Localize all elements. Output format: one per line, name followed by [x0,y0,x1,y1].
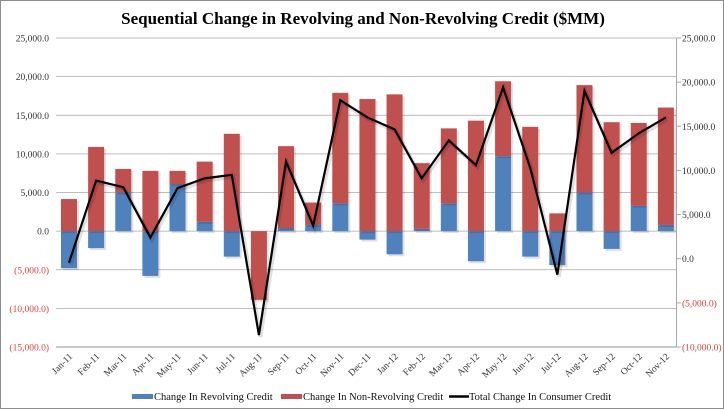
x-tick-label: Jun-11 [186,352,211,377]
y-left-tick-label: 0.0 [37,228,49,238]
x-tick-label: Jun-12 [511,352,537,378]
x-tick-label: Sep-12 [592,352,618,378]
bar-shadow [416,231,432,233]
x-tick-label: Aug-11 [238,352,266,380]
chart-title: Sequential Change in Revolving and Non-R… [121,9,605,28]
bar-revolving [387,231,403,254]
y-left-tick-label: (10,000.0) [9,304,49,315]
y-axis-right: 25,000.0 20,000.0 15,000.0 10,000.0 5,000.0 0… [676,35,722,354]
x-tick-label: Aug-12 [563,352,591,380]
bar-revolving [468,231,484,261]
y-axis-left: 25,000.0 20,000.0 15,000.0 10,000.0 5,000.0 0… [9,35,49,354]
bar-revolving [522,231,538,256]
x-tick-label: Oct-11 [294,352,320,378]
bar-non-revolving [170,171,186,184]
bar-revolving [631,206,647,231]
bar-revolving [224,231,240,256]
x-tick-label: Jan-11 [50,352,75,377]
y-left-tick-label: 20,000.0 [16,73,50,83]
y-right-tick-label: 25,000.0 [682,35,716,45]
x-tick-label: Oct-12 [619,352,645,378]
bar-non-revolving [197,162,213,222]
x-tick-label: Mar-11 [103,352,130,379]
legend-swatch-non-revolving [281,394,302,399]
y-right-tick-label: 5,000.0 [682,211,711,221]
x-tick-label: Sep-11 [266,352,292,378]
bar-non-revolving [61,199,77,231]
y-right-tick-label: (10,000.0) [682,343,722,354]
bar-non-revolving [142,171,158,231]
bar-non-revolving [224,134,240,231]
x-tick-label: Jul-11 [214,352,238,376]
x-tick-label: Jan-12 [376,352,401,377]
x-tick-label: Feb-11 [76,352,102,378]
legend-label-non-revolving: Change In Non-Revolving Credit [303,392,443,403]
x-tick-label: Dec-11 [347,352,374,379]
legend: Change In Revolving Credit Change In Non… [132,392,611,403]
bar-revolving [604,231,620,249]
x-tick-label: May-11 [156,352,184,380]
legend-label-total: Total Change In Consumer Credit [469,392,611,403]
legend-swatch-revolving [132,394,153,399]
bar-revolving [88,231,104,248]
x-tick-label: Nov-11 [319,352,347,380]
y-right-tick-label: 0.0 [682,255,694,265]
bar-revolving [495,156,511,231]
x-tick-label: Jul-12 [540,352,564,376]
y-right-tick-label: 20,000.0 [682,79,716,89]
bar-non-revolving [468,121,484,231]
x-tick-label: May-12 [481,352,510,381]
y-left-tick-label: 10,000.0 [16,150,50,160]
y-right-tick-label: (5,000.0) [682,298,717,309]
x-tick-label: Nov-12 [644,352,672,380]
bar-revolving [332,203,348,231]
y-left-tick-label: 5,000.0 [21,189,50,199]
y-left-tick-label: 15,000.0 [16,112,50,122]
y-left-tick-label: (15,000.0) [9,343,49,354]
y-left-tick-label: 25,000.0 [16,35,50,45]
bar-revolving [576,193,592,232]
y-right-tick-label: 15,000.0 [682,123,716,133]
x-tick-label: Apr-11 [130,352,156,378]
x-tick-label: Apr-12 [456,352,483,379]
bar-revolving [441,203,457,231]
x-tick-label: Feb-12 [402,352,428,378]
x-tick-label: Mar-12 [428,352,455,379]
legend-label-revolving: Change In Revolving Credit [154,392,273,403]
y-right-tick-label: 10,000.0 [682,167,716,177]
bar-non-revolving [549,213,565,231]
bar-non-revolving [387,94,403,231]
y-left-tick-label: (5,000.0) [14,265,49,276]
